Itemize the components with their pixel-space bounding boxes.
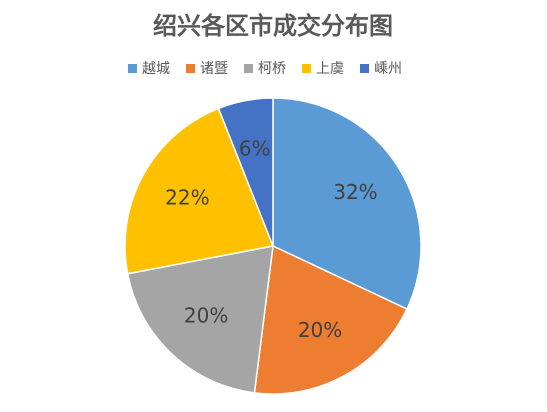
legend-swatch xyxy=(302,64,311,73)
legend-label: 上虞 xyxy=(316,61,344,77)
pie-slice xyxy=(126,245,274,394)
legend-label: 嵊州 xyxy=(374,61,402,77)
legend-swatch xyxy=(128,64,137,73)
legend-swatch xyxy=(186,64,195,73)
pie-slice xyxy=(217,97,274,247)
legend-swatch xyxy=(360,64,369,73)
legend-swatch xyxy=(244,64,253,73)
pie-slice xyxy=(272,97,422,311)
data-label: 20% xyxy=(298,318,342,342)
pie-slice xyxy=(253,244,408,395)
pie-slice xyxy=(124,107,275,275)
legend-label: 柯桥 xyxy=(258,61,286,77)
legend-label: 越城 xyxy=(142,61,170,77)
data-label: 6% xyxy=(239,137,271,161)
chart-title: 绍兴各区市成交分布图 xyxy=(153,12,393,40)
data-label: 32% xyxy=(333,180,377,204)
data-label: 20% xyxy=(184,304,228,328)
legend-label: 诸暨 xyxy=(200,61,228,77)
data-label: 22% xyxy=(165,185,209,209)
